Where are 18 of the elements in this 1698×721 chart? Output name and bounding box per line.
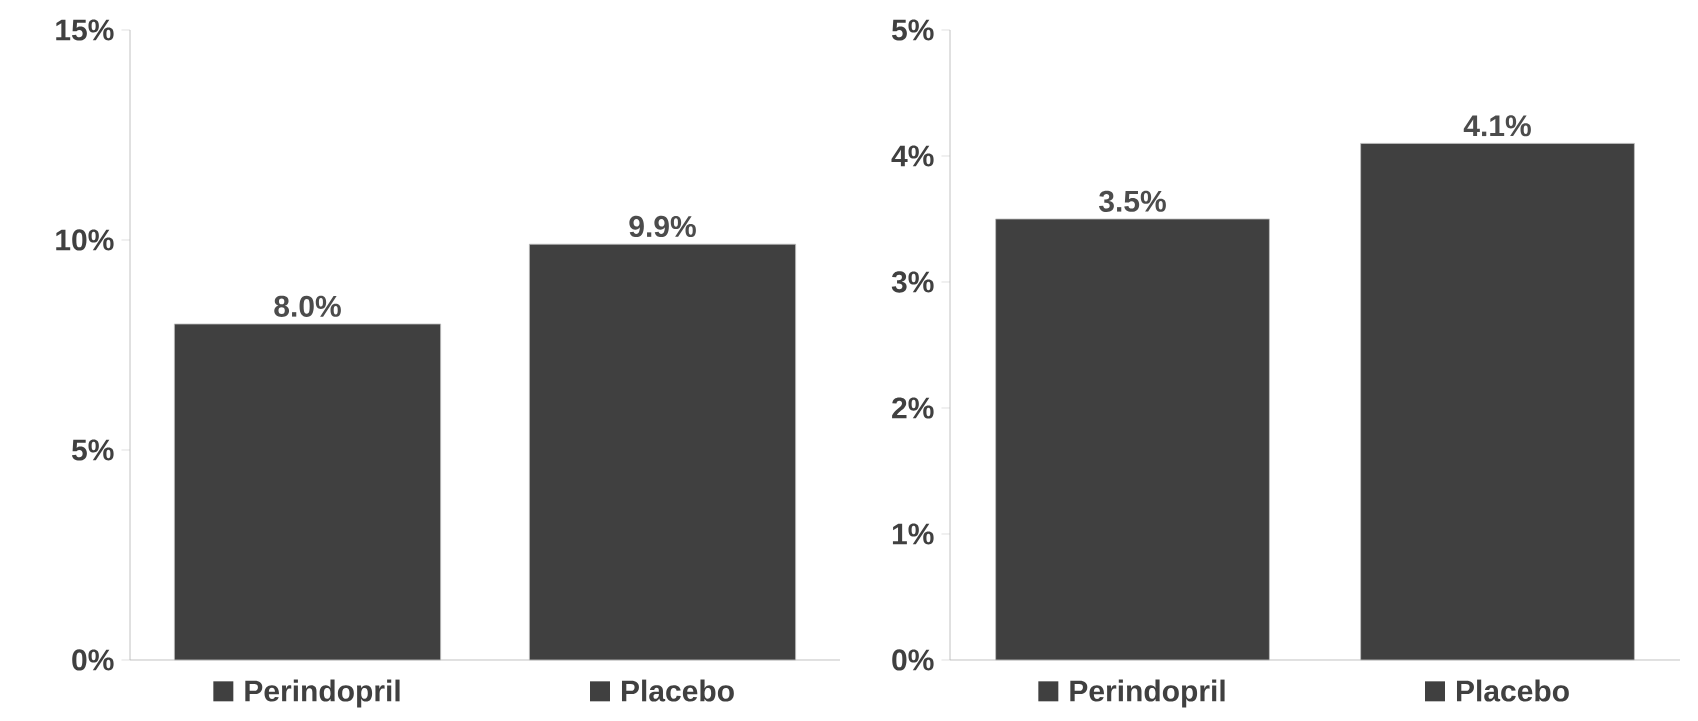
x-tick-label: Placebo: [621, 679, 734, 702]
data-label: 8.0%: [274, 295, 341, 317]
x-tick-label: Perindopril: [245, 679, 400, 708]
y-tick-label: 0%: [892, 649, 934, 671]
y-tick-label: 4%: [891, 145, 934, 167]
data-label: 3.5%: [1099, 190, 1166, 212]
y-tick-label: 15%: [56, 19, 114, 41]
x-tick-label: Placebo: [1456, 679, 1569, 702]
x-tick-label: Perindopril: [1070, 679, 1225, 708]
data-label: 4.1%: [1463, 115, 1531, 137]
y-tick-label: 5%: [891, 19, 934, 41]
y-tick-label: 10%: [56, 229, 114, 251]
y-tick-label: 0%: [72, 649, 114, 671]
y-tick-label: 2%: [892, 397, 934, 419]
y-tick-label: 1%: [892, 523, 934, 545]
y-tick-label: 3%: [891, 271, 934, 293]
y-tick-label: 5%: [71, 439, 114, 461]
data-label: 9.9%: [629, 215, 696, 238]
